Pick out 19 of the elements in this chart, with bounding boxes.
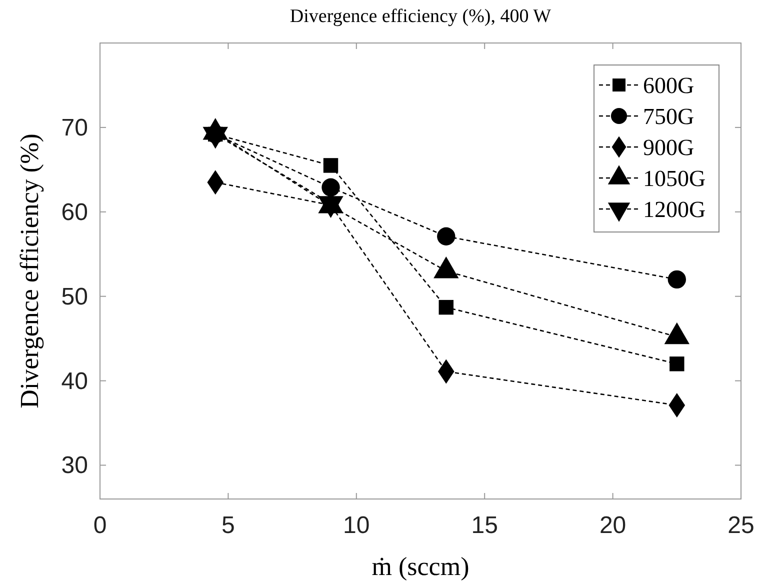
legend-label: 600G <box>643 73 694 98</box>
x-tick-label: 0 <box>93 512 107 539</box>
legend-label: 1050G <box>643 166 706 191</box>
chart-title: Divergence efficiency (%), 400 W <box>290 6 552 27</box>
x-tick-label: 20 <box>599 512 626 539</box>
y-tick-label: 40 <box>61 368 88 395</box>
legend-label: 900G <box>643 135 694 160</box>
y-tick-label: 50 <box>61 283 88 310</box>
y-axis-title: Divergence efficiency (%) <box>15 134 44 408</box>
x-tick-label: 25 <box>728 512 754 539</box>
y-tick-label: 70 <box>61 114 88 142</box>
legend-label: 750G <box>643 104 694 129</box>
y-tick-label: 30 <box>61 452 88 480</box>
x-tick-label: 5 <box>222 512 235 539</box>
x-tick-label: 10 <box>343 512 370 539</box>
legend-label: 1200G <box>643 197 706 222</box>
x-axis-title: ṁ (sccm) <box>372 552 470 581</box>
x-tick-label: 15 <box>471 512 498 539</box>
y-tick-label: 60 <box>61 198 88 226</box>
